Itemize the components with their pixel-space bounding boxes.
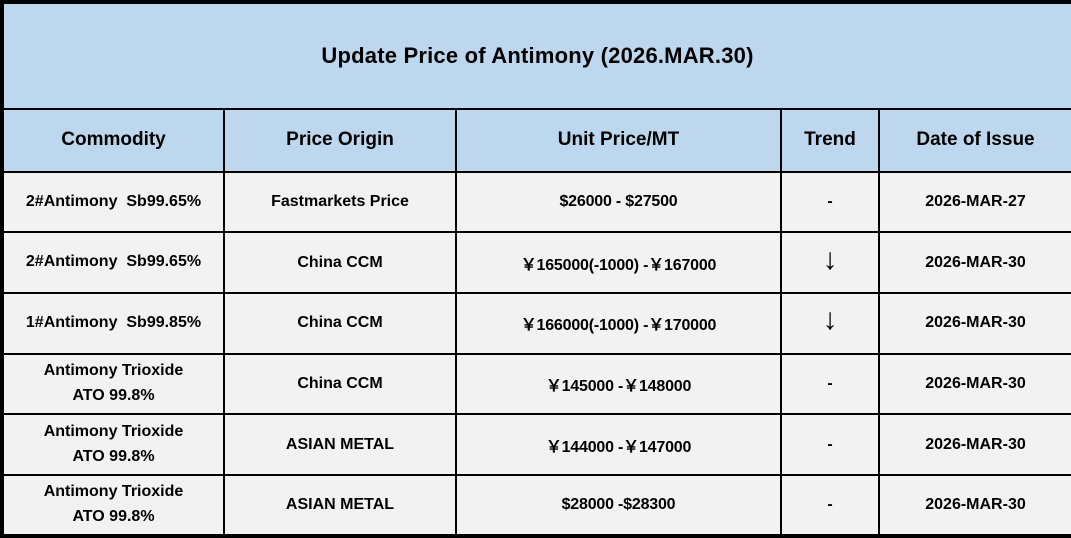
table-header-row: Commodity Price Origin Unit Price/MT Tre…	[1, 107, 1071, 173]
table-row: Antimony Trioxide ATO 99.8% China CCM ￥1…	[1, 352, 1071, 416]
price-origin-cell: Fastmarkets Price	[223, 170, 457, 234]
table-row: Antimony Trioxide ATO 99.8% ASIAN METAL …	[1, 474, 1071, 537]
unit-price-cell: $26000 - $27500	[455, 170, 782, 234]
header-trend: Trend	[780, 107, 880, 173]
commodity-cell: 1#Antimony Sb99.85%	[1, 292, 225, 355]
price-origin-cell: ASIAN METAL	[223, 413, 457, 477]
unit-price-cell: ￥165000(-1000) -￥167000	[455, 231, 782, 295]
trend-cell: -	[780, 170, 880, 234]
commodity-cell: Antimony Trioxide ATO 99.8%	[1, 474, 225, 537]
date-of-issue-cell: 2026-MAR-27	[878, 170, 1071, 234]
date-of-issue-cell: 2026-MAR-30	[878, 474, 1071, 537]
trend-down-icon: ↓	[780, 292, 880, 355]
price-origin-cell: China CCM	[223, 292, 457, 355]
unit-price-cell: $28000 -$28300	[455, 474, 782, 537]
table-row: 1#Antimony Sb99.85% China CCM ￥166000(-1…	[1, 292, 1071, 355]
trend-cell: -	[780, 352, 880, 416]
trend-cell: -	[780, 474, 880, 537]
price-origin-cell: China CCM	[223, 231, 457, 295]
page-title: Update Price of Antimony (2026.MAR.30)	[1, 1, 1071, 110]
date-of-issue-cell: 2026-MAR-30	[878, 231, 1071, 295]
unit-price-cell: ￥144000 -￥147000	[455, 413, 782, 477]
unit-price-cell: ￥166000(-1000) -￥170000	[455, 292, 782, 355]
commodity-cell: Antimony Trioxide ATO 99.8%	[1, 352, 225, 416]
table-row: 2#Antimony Sb99.65% China CCM ￥165000(-1…	[1, 231, 1071, 295]
table-row: Antimony Trioxide ATO 99.8% ASIAN METAL …	[1, 413, 1071, 477]
header-commodity: Commodity	[1, 107, 225, 173]
header-date-of-issue: Date of Issue	[878, 107, 1071, 173]
price-origin-cell: China CCM	[223, 352, 457, 416]
table-row: 2#Antimony Sb99.65% Fastmarkets Price $2…	[1, 170, 1071, 234]
date-of-issue-cell: 2026-MAR-30	[878, 413, 1071, 477]
date-of-issue-cell: 2026-MAR-30	[878, 352, 1071, 416]
commodity-cell: 2#Antimony Sb99.65%	[1, 170, 225, 234]
title-row: Update Price of Antimony (2026.MAR.30)	[1, 1, 1071, 110]
date-of-issue-cell: 2026-MAR-30	[878, 292, 1071, 355]
trend-down-icon: ↓	[780, 231, 880, 295]
commodity-cell: 2#Antimony Sb99.65%	[1, 231, 225, 295]
trend-cell: -	[780, 413, 880, 477]
header-price-origin: Price Origin	[223, 107, 457, 173]
header-unit-price: Unit Price/MT	[455, 107, 782, 173]
commodity-cell: Antimony Trioxide ATO 99.8%	[1, 413, 225, 477]
unit-price-cell: ￥145000 -￥148000	[455, 352, 782, 416]
price-origin-cell: ASIAN METAL	[223, 474, 457, 537]
